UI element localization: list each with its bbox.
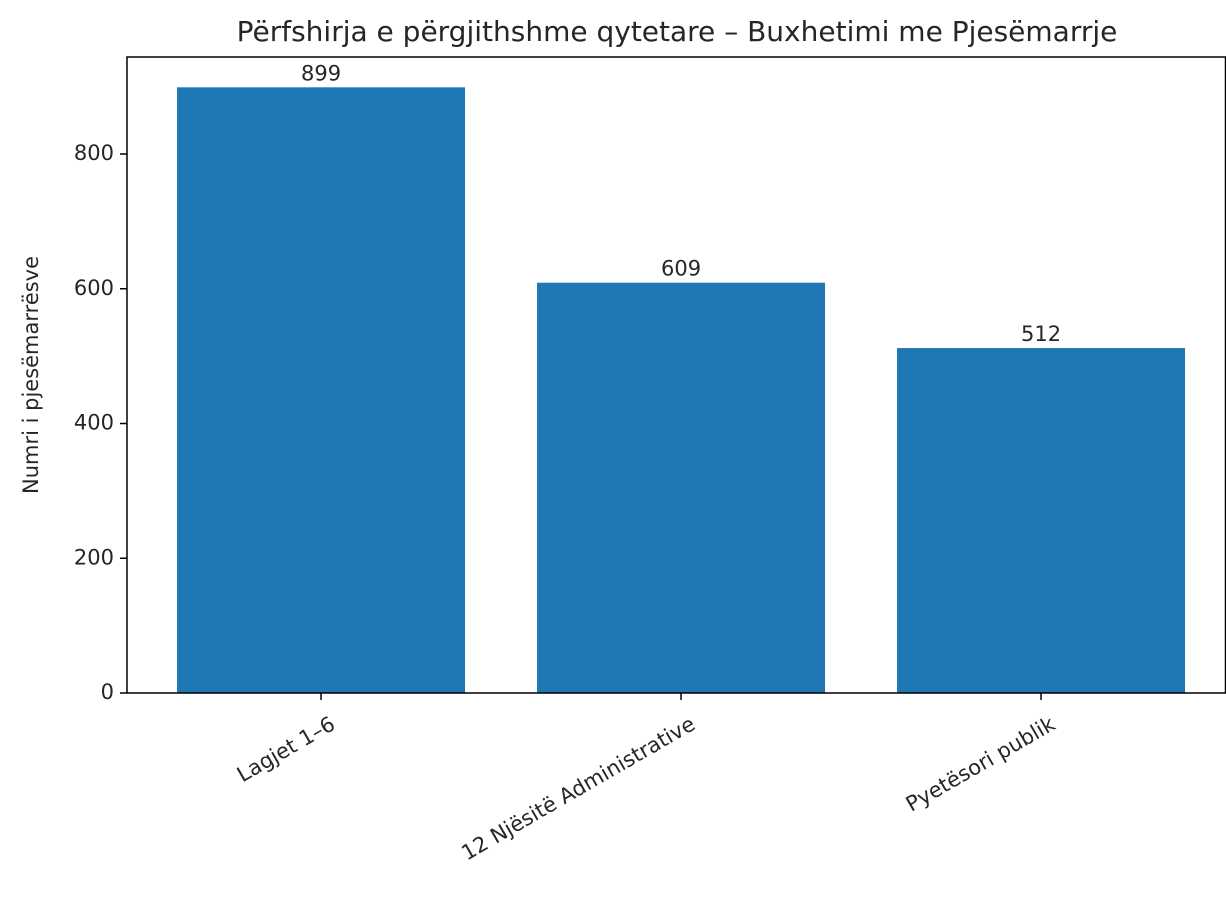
y-axis-label: Numri i pjesëmarrësve <box>19 256 43 494</box>
x-tick-label: Pyetësori publik <box>902 711 1060 816</box>
value-label: 899 <box>301 61 341 85</box>
value-label: 609 <box>661 257 701 281</box>
bar <box>537 282 826 693</box>
y-tick-label: 0 <box>101 680 114 704</box>
x-tick-label: 12 Njësitë Administrative <box>457 712 699 865</box>
y-tick-label: 200 <box>74 545 114 569</box>
bar <box>897 348 1186 693</box>
y-tick-label: 400 <box>74 411 114 435</box>
y-tick-label: 800 <box>74 141 114 165</box>
value-label: 512 <box>1021 322 1061 346</box>
bar <box>177 87 466 693</box>
x-tick-label: Lagjet 1–6 <box>233 712 339 787</box>
y-tick-label: 600 <box>74 276 114 300</box>
chart-title: Përfshirja e përgjithshme qytetare – Bux… <box>237 15 1118 48</box>
